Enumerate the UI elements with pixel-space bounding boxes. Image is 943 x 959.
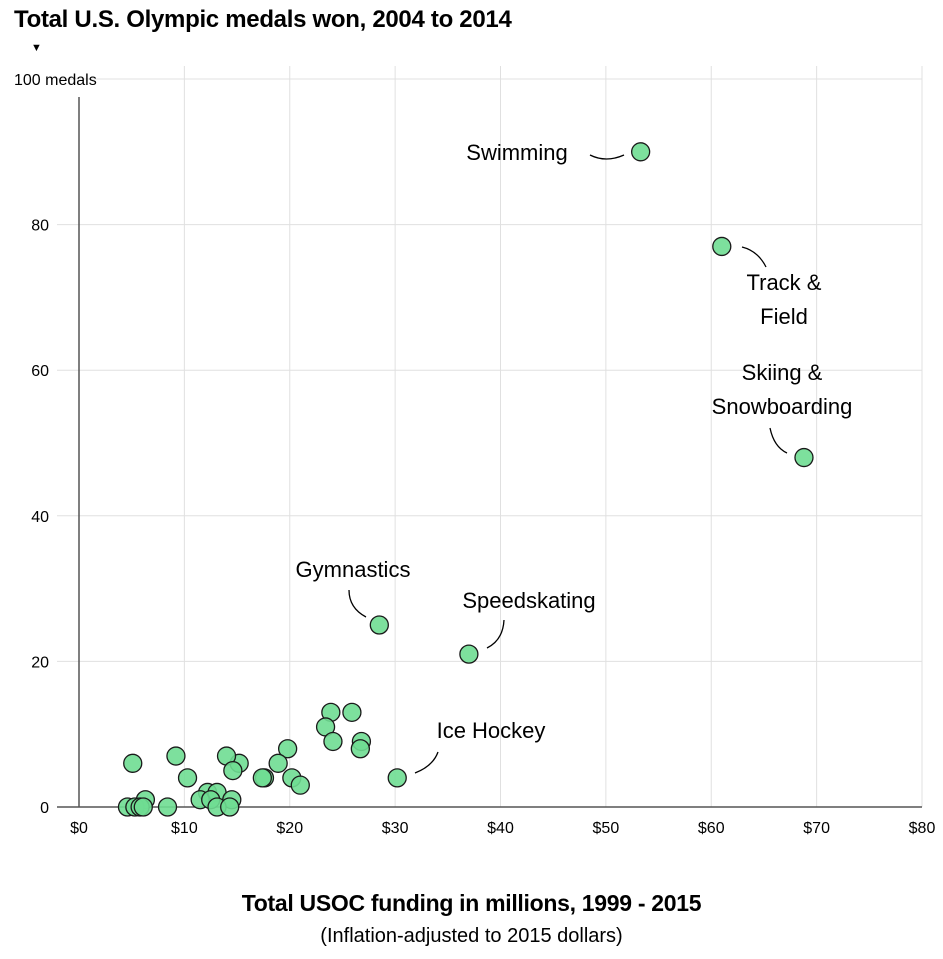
x-tick-label: $60 xyxy=(698,820,725,837)
data-point xyxy=(157,797,178,817)
data-point xyxy=(369,615,389,635)
annotation-label: Ice Hockey xyxy=(437,718,546,743)
data-point xyxy=(290,775,310,795)
tick-label-layer: $0 $10 $20 $30 $40 $50 $60 $70 $80 0 20 40 60 80 100 m… xyxy=(14,72,935,837)
x-axis-subtitle: (Inflation-adjusted to 2015 dollars) xyxy=(320,925,623,947)
annotation-label: Track & Field xyxy=(747,270,822,329)
annotation-arrow-icon xyxy=(589,154,625,160)
x-tick-label: $50 xyxy=(593,820,620,837)
x-tick-label: $20 xyxy=(276,820,303,837)
annotation-layer: Swimming Track & Field Skiing & Snowboarding… xyxy=(296,140,853,774)
chart-title: Total U.S. Olympic medals won, 2004 to 2… xyxy=(14,6,512,33)
annotation-arrow-icon xyxy=(486,619,505,649)
data-point xyxy=(277,739,298,759)
annotation-label-line: Field xyxy=(760,304,808,329)
x-tick-label: $40 xyxy=(487,820,514,837)
annotation-arrow-icon xyxy=(414,751,439,774)
annotation-label: Gymnastics xyxy=(296,557,411,582)
annotation-arrow-icon xyxy=(769,427,788,454)
data-point xyxy=(177,768,198,788)
data-point xyxy=(630,142,651,162)
annotation-label-line: Gymnastics xyxy=(296,557,411,582)
data-point xyxy=(387,768,407,788)
data-point xyxy=(223,760,243,781)
data-point xyxy=(712,236,732,257)
x-tick-label: $80 xyxy=(909,820,936,837)
annotation-label-line: Ice Hockey xyxy=(437,718,546,743)
x-tick-label: $30 xyxy=(382,820,409,837)
grid-layer xyxy=(57,66,923,807)
x-tick-label: $70 xyxy=(803,820,830,837)
x-axis-title: Total USOC funding in millions, 1999 - 2… xyxy=(241,890,702,916)
data-point xyxy=(133,797,153,817)
annotation-label-line: Skiing & xyxy=(742,360,823,385)
annotation-label-line: Speedskating xyxy=(462,588,595,613)
data-point xyxy=(323,731,343,752)
data-point xyxy=(350,739,371,759)
scatter-chart: $0 $10 $20 $30 $40 $50 $60 $70 $80 0 20 40 60 80 100 m… xyxy=(0,0,935,837)
annotation-arrow-icon xyxy=(348,589,367,618)
y-tick-label: 20 xyxy=(31,654,49,671)
data-point xyxy=(268,753,288,773)
data-point xyxy=(342,702,362,723)
point-layer xyxy=(117,142,814,817)
annotation-label-line: Track & xyxy=(747,270,822,295)
x-tick-label: $10 xyxy=(171,820,198,837)
y-tick-label: 0 xyxy=(40,800,49,817)
y-tick-label: 80 xyxy=(31,218,49,235)
x-tick-label: $0 xyxy=(70,820,88,837)
annotation-label-line: Snowboarding xyxy=(712,394,853,419)
y-axis-marker-icon: ▼ xyxy=(31,42,42,54)
annotation-label: Skiing & Snowboarding xyxy=(712,360,853,419)
data-point xyxy=(252,768,273,788)
y-tick-label: 40 xyxy=(31,509,49,526)
y-top-label: 100 medals xyxy=(14,72,97,89)
data-point xyxy=(123,753,143,773)
annotation-arrow-icon xyxy=(741,246,767,268)
y-tick-label: 60 xyxy=(31,363,49,380)
data-point xyxy=(220,797,240,817)
data-point xyxy=(166,746,186,766)
annotation-label-line: Swimming xyxy=(466,140,567,165)
annotation-label: Speedskating xyxy=(462,588,595,613)
data-point xyxy=(459,644,479,664)
annotation-label: Swimming xyxy=(466,140,567,165)
axis-layer xyxy=(57,97,922,808)
data-point xyxy=(794,447,814,468)
